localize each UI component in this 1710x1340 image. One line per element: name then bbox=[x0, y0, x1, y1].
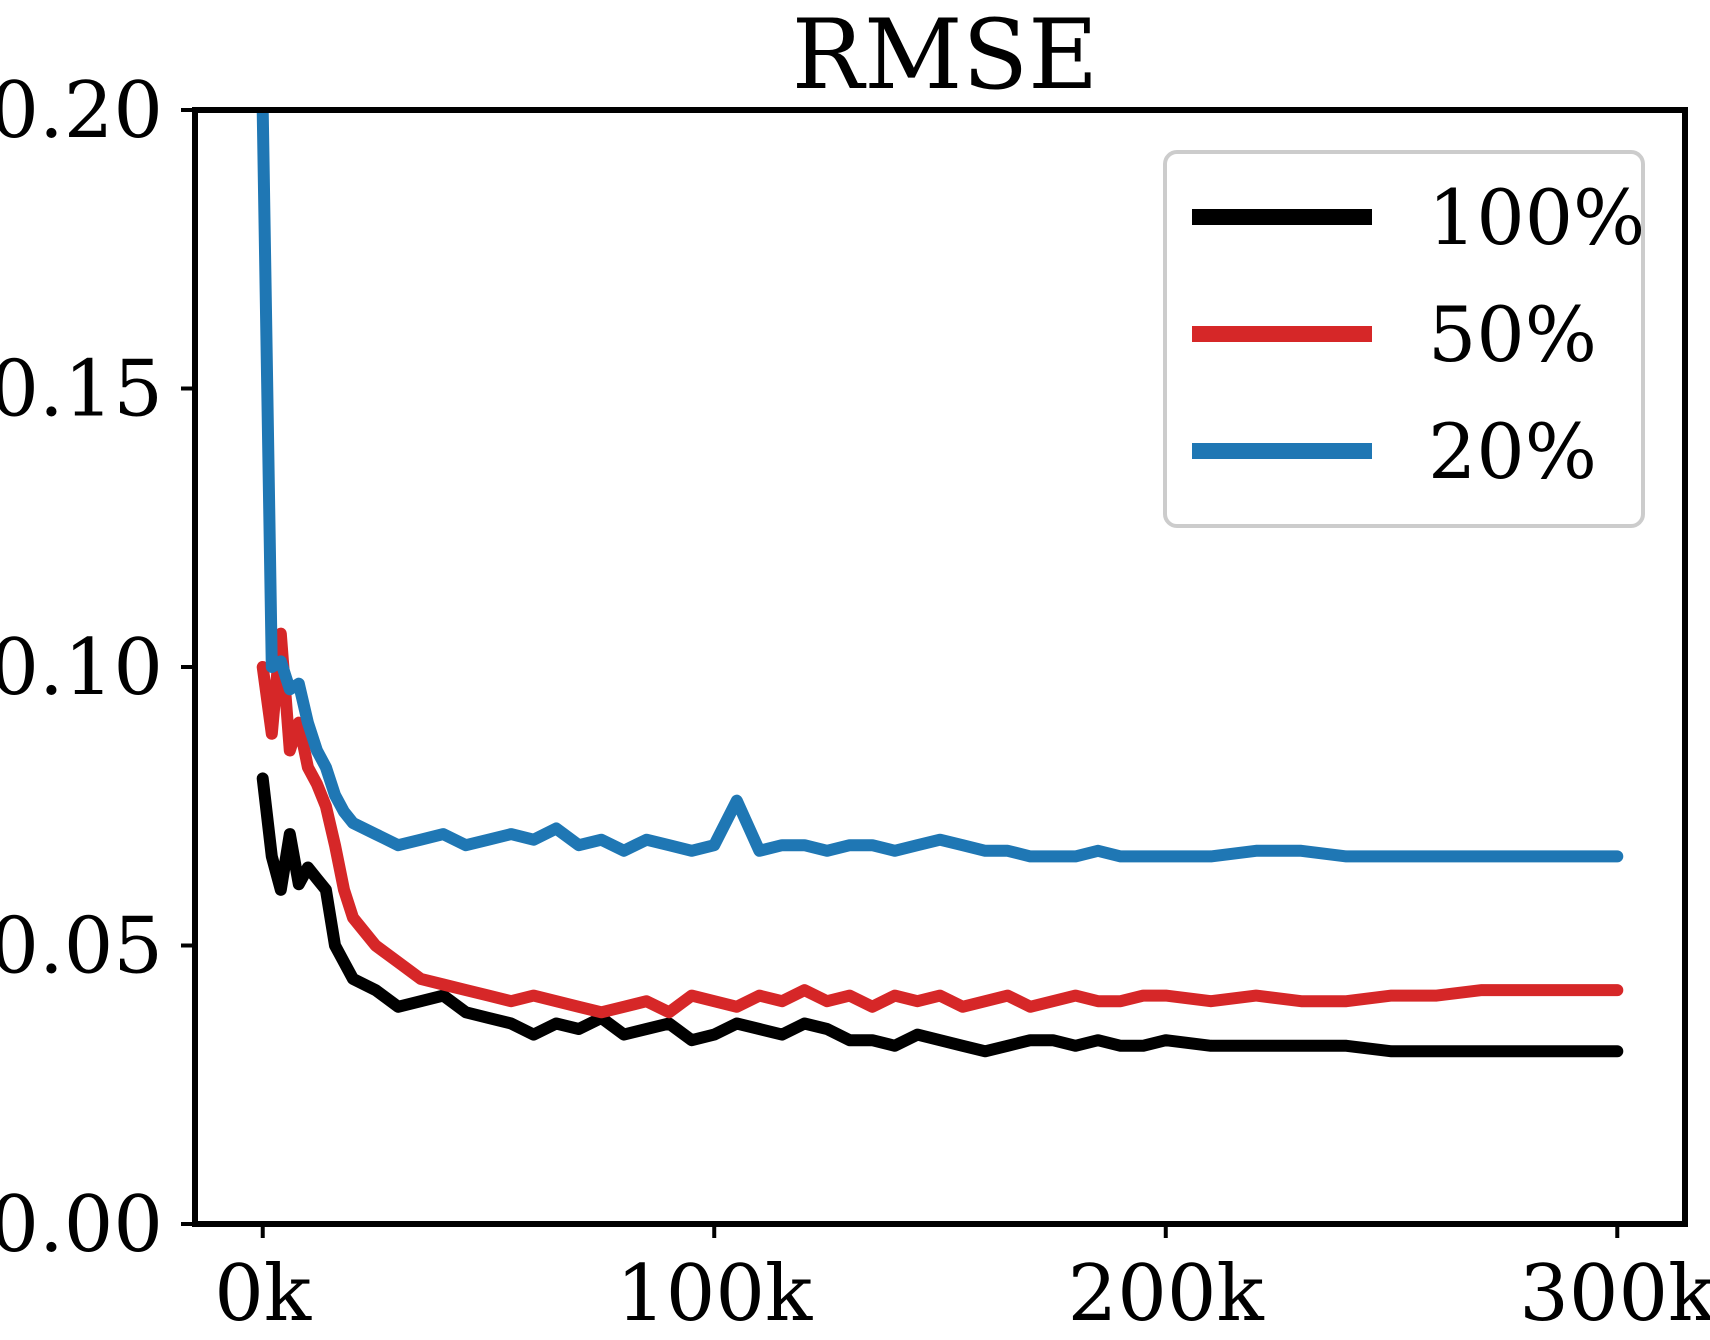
legend-label: 50% bbox=[1428, 290, 1597, 379]
series-line-50pct bbox=[256, 627, 1624, 1019]
series-line-100pct bbox=[256, 772, 1624, 1058]
chart-title: RMSE bbox=[792, 0, 1098, 111]
legend-label: 100% bbox=[1428, 173, 1645, 262]
series-layer bbox=[256, 110, 1624, 1058]
x-tick-label: 300k bbox=[1519, 1249, 1710, 1339]
y-tick-label: 0.20 bbox=[0, 66, 163, 156]
y-tick-label: 0.15 bbox=[0, 345, 163, 435]
y-axis: 0.00 0.05 0.10 0.15 0.20 bbox=[0, 66, 195, 1270]
x-axis: 0k 100k 200k 300k bbox=[214, 1224, 1710, 1339]
x-tick-label: 0k bbox=[214, 1249, 312, 1339]
x-tick-label: 200k bbox=[1068, 1249, 1265, 1339]
y-tick-label: 0.00 bbox=[0, 1180, 163, 1270]
legend-items: 100% 50% 20% bbox=[1192, 173, 1645, 496]
y-tick-label: 0.10 bbox=[0, 623, 163, 713]
series-line-20pct bbox=[256, 110, 1624, 863]
x-tick-label: 100k bbox=[616, 1249, 813, 1339]
legend-label: 20% bbox=[1428, 407, 1597, 496]
legend: 100% 50% 20% bbox=[1163, 150, 1645, 528]
legend-frame bbox=[1163, 150, 1645, 528]
y-tick-label: 0.05 bbox=[0, 902, 163, 992]
